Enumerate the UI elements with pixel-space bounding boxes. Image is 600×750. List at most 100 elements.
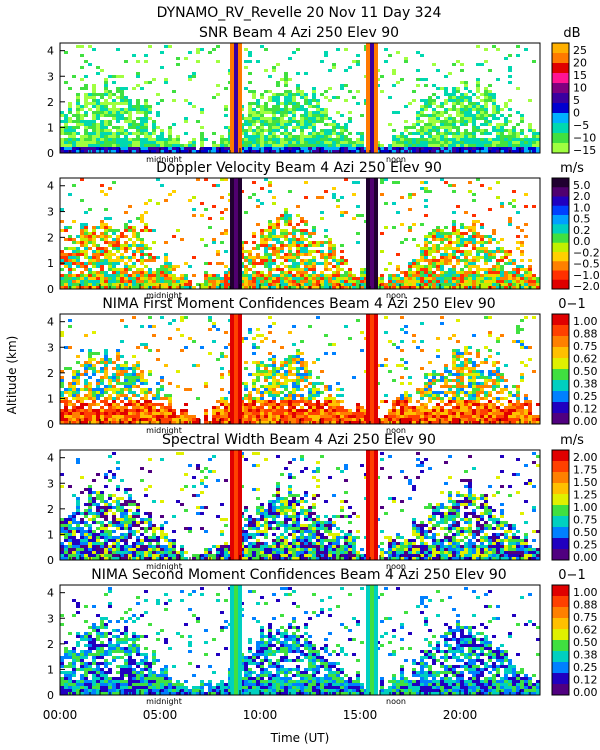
heatmap-cell [508,262,512,265]
heatmap-cell [60,379,64,382]
heatmap-cell [468,367,472,370]
heatmap-cell [156,421,160,424]
heatmap-cell [464,132,468,135]
heatmap-cell [112,418,116,421]
heatmap-cell [80,123,84,126]
heatmap-cell [452,355,456,358]
heatmap-cell [140,274,144,277]
heatmap-cell [312,138,316,141]
heatmap-cell [416,244,420,247]
heatmap-cell [508,120,512,123]
heatmap-cell [456,144,460,147]
heatmap-cell [412,271,416,274]
heatmap-cell [448,385,452,388]
heatmap-cell [60,208,64,211]
heatmap-cell [64,141,68,144]
heatmap-cell [224,178,228,181]
heatmap-cell [276,415,280,418]
heatmap-cell [464,232,468,235]
heatmap-cell [284,144,288,147]
heatmap-cell [304,367,308,370]
heatmap-cell [88,238,92,241]
heatmap-cell [292,114,296,117]
heatmap-cell [328,144,332,147]
heatmap-cell [296,141,300,144]
heatmap-cell [476,403,480,406]
heatmap-cell [84,223,88,226]
heatmap-cell [428,135,432,138]
heatmap-cell [308,415,312,418]
heatmap-cell [104,217,108,220]
heatmap-cell [248,253,252,256]
heatmap-cell [156,256,160,259]
heatmap-cell [176,286,180,289]
heatmap-cell [260,370,264,373]
heatmap-cell [392,379,396,382]
heatmap-cell [444,394,448,397]
heatmap-cell [420,409,424,412]
heatmap-cell [332,96,336,99]
heatmap-cell [244,123,248,126]
heatmap-cell [128,277,132,280]
heatmap-cell [120,141,124,144]
heatmap-cell [244,286,248,289]
heatmap-cell [292,226,296,229]
heatmap-cell [120,253,124,256]
heatmap-cell [520,117,524,120]
heatmap-cell [524,223,528,226]
heatmap-cell [336,265,340,268]
heatmap-cell [452,253,456,256]
heatmap-cell [332,280,336,283]
heatmap-cell [420,54,424,57]
heatmap-cell [132,226,136,229]
heatmap-cell [88,45,92,48]
heatmap-cell [464,364,468,367]
heatmap-cell [264,367,268,370]
heatmap-cell [432,283,436,286]
heatmap-cell [480,391,484,394]
heatmap-cell [116,349,120,352]
heatmap-cell [508,274,512,277]
heatmap-cell [356,141,360,144]
heatmap-cell [324,265,328,268]
heatmap-cell [220,135,224,138]
heatmap-cell [128,144,132,147]
heatmap-cell [328,343,332,346]
heatmap-cell [284,379,288,382]
heatmap-cell [300,373,304,376]
heatmap-cell [420,250,424,253]
heatmap-cell [100,265,104,268]
heatmap-cell [132,232,136,235]
heatmap-cell [284,283,288,286]
heatmap-cell [424,105,428,108]
heatmap-cell [312,265,316,268]
heatmap-cell [500,274,504,277]
heatmap-cell [244,265,248,268]
heatmap-cell [96,370,100,373]
heatmap-cell [472,123,476,126]
heatmap-cell [444,280,448,283]
heatmap-cell [248,391,252,394]
heatmap-cell [476,385,480,388]
heatmap-cell [132,418,136,421]
heatmap-cell [224,271,228,274]
heatmap-cell [452,274,456,277]
heatmap-cell [464,96,468,99]
heatmap-cell [224,265,228,268]
heatmap-cell [84,247,88,250]
heatmap-cell [536,144,540,147]
heatmap-cell [168,400,172,403]
heatmap-cell [276,111,280,114]
heatmap-cell [84,421,88,424]
heatmap-cell [132,370,136,373]
heatmap-cell [472,376,476,379]
heatmap-cell [256,346,260,349]
heatmap-cell [492,147,496,150]
heatmap-cell [92,253,96,256]
heatmap-cell [400,394,404,397]
heatmap-cell [432,84,436,87]
heatmap-cell [524,135,528,138]
heatmap-cell [120,382,124,385]
heatmap-cell [96,388,100,391]
heatmap-cell [84,99,88,102]
